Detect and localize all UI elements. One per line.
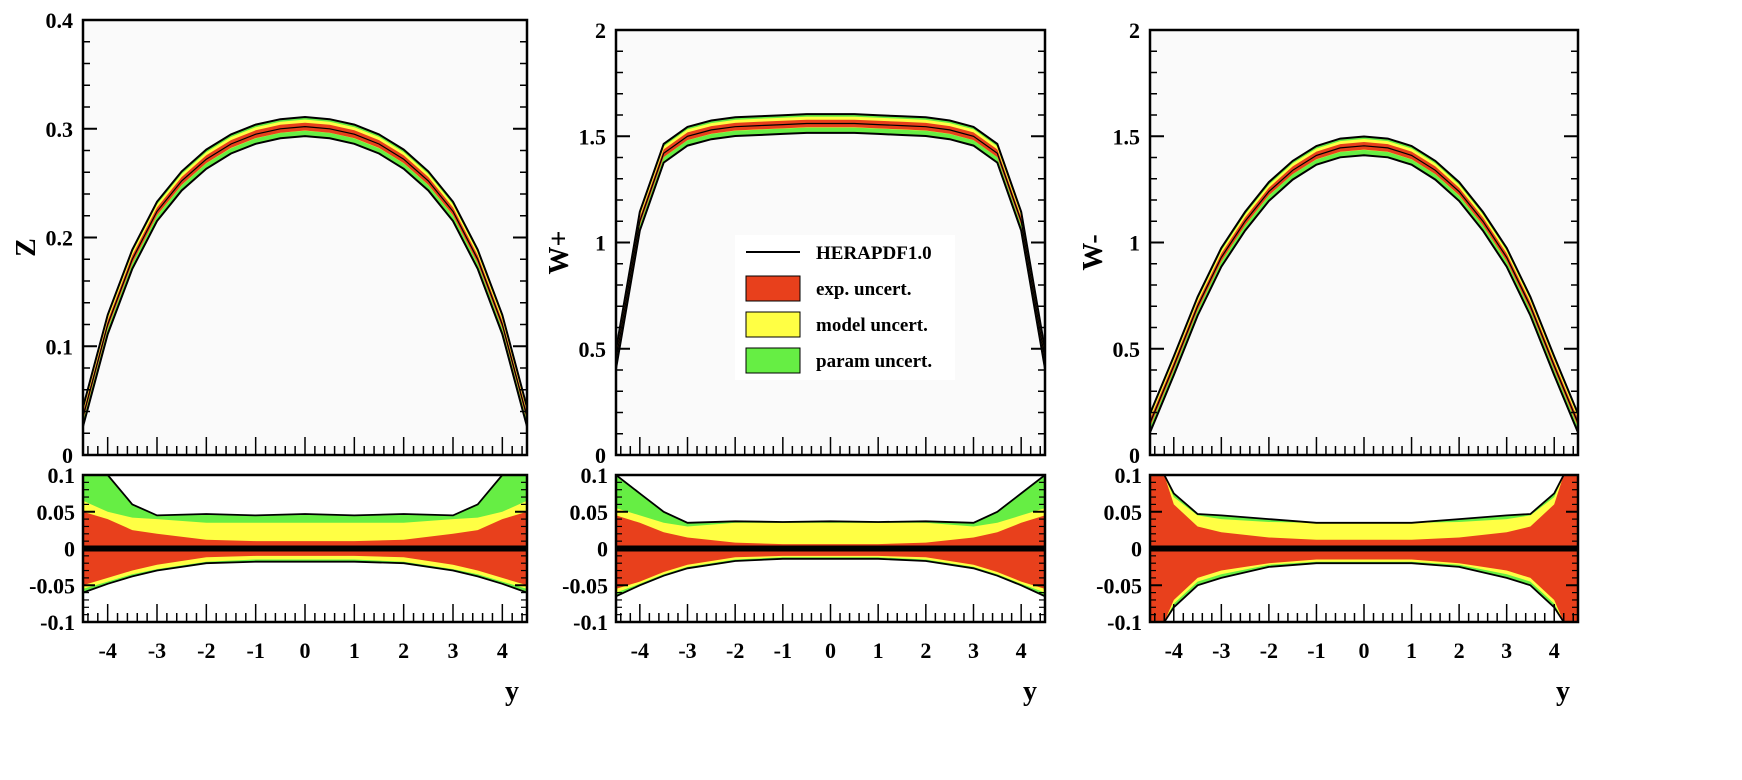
ratio-lower-line bbox=[83, 560, 527, 594]
y-axis-label: W- bbox=[1078, 234, 1109, 270]
y-tick-label: 0.1 bbox=[46, 334, 74, 359]
x-tick-label: -2 bbox=[197, 638, 215, 663]
y-tick-label: 0.5 bbox=[579, 337, 607, 362]
y-axis-label: Z bbox=[11, 238, 42, 257]
ratio-y-tick-label: 0.05 bbox=[37, 500, 76, 525]
main-bands bbox=[616, 113, 1045, 369]
legend-label: exp. uncert. bbox=[816, 279, 912, 300]
x-tick-label: 0 bbox=[300, 638, 311, 663]
y-tick-label: 0.2 bbox=[46, 226, 74, 251]
x-tick-label: -4 bbox=[99, 638, 117, 663]
y-tick-label: 1 bbox=[595, 231, 606, 256]
y-tick-label: 0.3 bbox=[46, 117, 74, 142]
legend-label: model uncert. bbox=[816, 315, 928, 336]
ratio-y-tick-label: 0 bbox=[1131, 537, 1142, 562]
main-bands bbox=[1150, 135, 1578, 433]
ratio-y-tick-label: -0.1 bbox=[573, 610, 608, 635]
x-tick-label: -1 bbox=[247, 638, 265, 663]
x-tick-label: -4 bbox=[1165, 638, 1183, 663]
legend-label: param uncert. bbox=[816, 351, 932, 372]
ratio-y-tick-label: -0.1 bbox=[1107, 610, 1142, 635]
x-tick-label: -1 bbox=[1307, 638, 1325, 663]
lower-envelope-line bbox=[616, 131, 1045, 369]
x-tick-label: 1 bbox=[873, 638, 884, 663]
legend-param-swatch bbox=[745, 347, 801, 374]
y-tick-label: 2 bbox=[1129, 18, 1140, 43]
y-tick-label: 0.5 bbox=[1113, 337, 1141, 362]
x-tick-label: -4 bbox=[631, 638, 649, 663]
x-tick-label: 2 bbox=[1454, 638, 1465, 663]
ratio-upper-line bbox=[83, 475, 527, 517]
x-tick-label: 1 bbox=[1406, 638, 1417, 663]
panel-w-minus: 0 0.5 1 1.5 2 W- -0.1 -0.05 0 0.05 0.1 -4 -3 -2 -1 0 1 2 3… bbox=[1078, 18, 1580, 707]
x-tick-label: -2 bbox=[726, 638, 744, 663]
x-tick-label: 0 bbox=[1359, 638, 1370, 663]
legend-label: HERAPDF1.0 bbox=[816, 243, 932, 264]
x-tick-label: 4 bbox=[1549, 638, 1560, 663]
ratio-y-tick-label: 0.1 bbox=[1115, 463, 1143, 488]
x-tick-label: -3 bbox=[148, 638, 166, 663]
x-tick-label: 3 bbox=[968, 638, 979, 663]
y-tick-label: 1.5 bbox=[579, 124, 607, 149]
ratio-y-tick-label: 0 bbox=[64, 537, 75, 562]
x-tick-label: 3 bbox=[1501, 638, 1512, 663]
ratio-y-tick-label: -0.05 bbox=[562, 573, 608, 598]
y-tick-label: 1 bbox=[1129, 231, 1140, 256]
lower-envelope-line bbox=[83, 135, 527, 427]
x-tick-label: 2 bbox=[398, 638, 409, 663]
ratio-y-tick-label: -0.05 bbox=[1096, 573, 1142, 598]
ratio-upper-line bbox=[616, 475, 1045, 524]
x-tick-label: 4 bbox=[1016, 638, 1027, 663]
ratio-exp-band bbox=[616, 515, 1045, 589]
lower-envelope-line bbox=[1150, 154, 1578, 433]
main-plot-area bbox=[83, 20, 527, 455]
legend-model-swatch bbox=[745, 311, 801, 338]
x-axis-label: y bbox=[1023, 676, 1037, 707]
ratio-upper-line bbox=[1150, 475, 1578, 524]
x-tick-label: 0 bbox=[825, 638, 836, 663]
ratio-lower-line bbox=[1150, 562, 1578, 622]
x-tick-label: 2 bbox=[920, 638, 931, 663]
x-tick-label: 1 bbox=[349, 638, 360, 663]
x-axis-label: y bbox=[505, 676, 519, 707]
ratio-y-tick-label: 0.1 bbox=[581, 463, 609, 488]
param-band bbox=[1150, 136, 1578, 433]
ratio-y-tick-label: -0.05 bbox=[29, 573, 75, 598]
y-tick-label: 1.5 bbox=[1113, 124, 1141, 149]
x-tick-label: -3 bbox=[678, 638, 696, 663]
upper-envelope-line bbox=[616, 113, 1045, 351]
y-tick-label: 0 bbox=[595, 443, 606, 468]
x-tick-label: 3 bbox=[448, 638, 459, 663]
central-line bbox=[616, 122, 1045, 360]
y-tick-label: 0 bbox=[62, 443, 73, 468]
ratio-y-tick-label: 0.05 bbox=[1104, 500, 1143, 525]
x-tick-label: 4 bbox=[497, 638, 508, 663]
y-tick-label: 0 bbox=[1129, 443, 1140, 468]
upper-envelope-line bbox=[83, 115, 527, 408]
upper-envelope-line bbox=[1150, 135, 1578, 415]
central-line bbox=[1150, 145, 1578, 424]
ratio-y-tick-label: 0.05 bbox=[570, 500, 609, 525]
main-plot-area bbox=[1150, 30, 1578, 455]
ratio-y-tick-label: 0 bbox=[597, 537, 608, 562]
x-axis-label: y bbox=[1556, 676, 1570, 707]
ratio-y-tick-label: 0.1 bbox=[48, 463, 76, 488]
main-bands bbox=[83, 115, 527, 427]
legend: HERAPDF1.0 exp. uncert. model uncert. param… bbox=[735, 235, 955, 380]
y-tick-label: 2 bbox=[595, 18, 606, 43]
y-tick-label: 0.4 bbox=[46, 8, 74, 33]
central-line bbox=[83, 125, 527, 418]
y-axis-label: W+ bbox=[544, 231, 575, 275]
x-tick-label: -2 bbox=[1260, 638, 1278, 663]
x-tick-label: -3 bbox=[1212, 638, 1230, 663]
ratio-y-tick-label: -0.1 bbox=[40, 610, 75, 635]
legend-exp-swatch bbox=[745, 275, 801, 302]
x-tick-label: -1 bbox=[774, 638, 792, 663]
ratio-lower-line bbox=[616, 557, 1045, 598]
